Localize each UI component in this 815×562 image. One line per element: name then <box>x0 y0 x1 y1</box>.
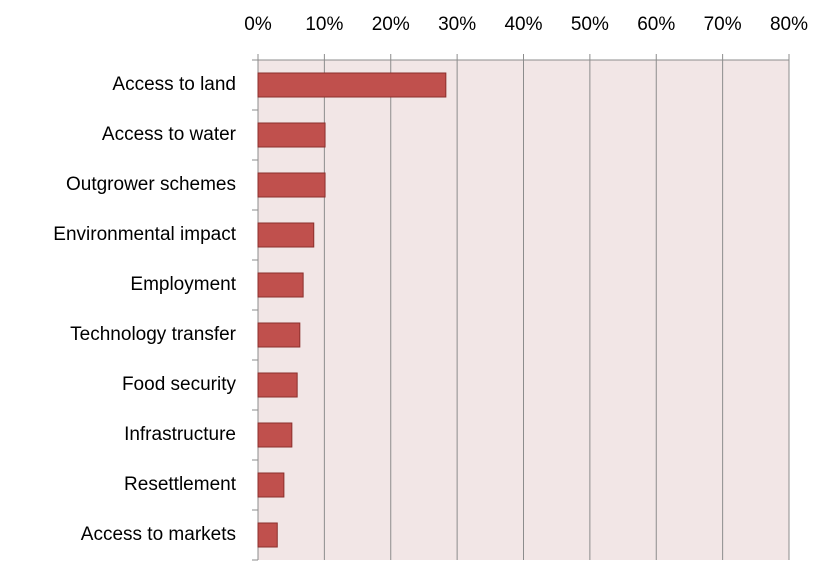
bar <box>257 422 293 448</box>
y-tick-label: Employment <box>130 274 236 295</box>
y-tick-label: Environmental impact <box>53 224 236 245</box>
y-tick-label: Access to water <box>102 124 237 145</box>
x-tick-label: 40% <box>504 14 542 35</box>
x-tick-label: 20% <box>372 14 410 35</box>
y-tick-label: Food security <box>122 374 237 395</box>
bar <box>257 172 326 198</box>
y-tick-label: Resettlement <box>124 474 237 495</box>
y-tick-label: Outgrower schemes <box>66 174 236 195</box>
bar <box>257 72 447 98</box>
bar <box>257 222 315 248</box>
x-tick-label: 60% <box>637 14 675 35</box>
y-tick-label: Infrastructure <box>124 424 236 445</box>
x-tick-label: 0% <box>244 14 272 35</box>
x-tick-label: 70% <box>704 14 742 35</box>
bar <box>257 472 285 498</box>
x-tick-label: 30% <box>438 14 476 35</box>
x-tick-label: 50% <box>571 14 609 35</box>
bar <box>257 522 278 548</box>
bar <box>257 322 301 348</box>
bar <box>257 372 298 398</box>
bar <box>257 122 326 148</box>
bar <box>257 272 304 298</box>
y-tick-label: Technology transfer <box>70 324 236 345</box>
y-tick-label: Access to land <box>112 74 236 95</box>
x-tick-label: 80% <box>770 14 808 35</box>
x-tick-label: 10% <box>305 14 343 35</box>
y-tick-label: Access to markets <box>81 524 236 545</box>
